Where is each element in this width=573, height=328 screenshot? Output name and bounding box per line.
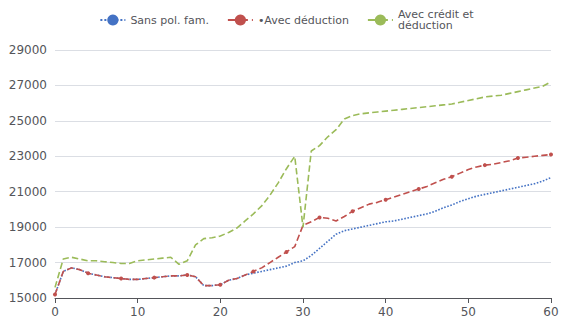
svg-text:0: 0 xyxy=(51,305,59,319)
svg-text:50: 50 xyxy=(461,305,476,319)
svg-text:27000: 27000 xyxy=(9,78,47,92)
svg-text:19000: 19000 xyxy=(9,220,47,234)
svg-text:30: 30 xyxy=(295,305,310,319)
svg-text:20: 20 xyxy=(213,305,228,319)
svg-text:Sans pol. fam.: Sans pol. fam. xyxy=(130,14,209,27)
svg-text:60: 60 xyxy=(543,305,558,319)
svg-text:•Avec déduction: •Avec déduction xyxy=(258,14,349,27)
svg-text:21000: 21000 xyxy=(9,185,47,199)
svg-text:10: 10 xyxy=(130,305,145,319)
svg-text:15000: 15000 xyxy=(9,291,47,305)
svg-text:23000: 23000 xyxy=(9,149,47,163)
svg-text:déduction: déduction xyxy=(398,19,453,32)
svg-text:25000: 25000 xyxy=(9,114,47,128)
svg-text:Avec crédit et: Avec crédit et xyxy=(397,8,474,21)
svg-text:17000: 17000 xyxy=(9,256,47,270)
svg-text:29000: 29000 xyxy=(9,43,47,57)
svg-text:40: 40 xyxy=(378,305,393,319)
